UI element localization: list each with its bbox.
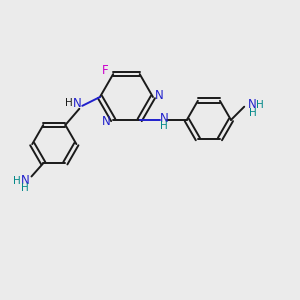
Text: N: N xyxy=(102,115,111,128)
Text: N: N xyxy=(73,97,81,110)
Text: H: H xyxy=(160,122,168,131)
Text: F: F xyxy=(102,64,108,77)
Text: H: H xyxy=(256,100,263,110)
Text: H: H xyxy=(65,98,73,109)
Text: N: N xyxy=(155,89,164,102)
Text: H: H xyxy=(21,183,29,193)
Text: H: H xyxy=(249,108,256,118)
Text: N: N xyxy=(160,112,168,125)
Text: N: N xyxy=(248,98,257,111)
Text: H: H xyxy=(14,176,21,186)
Text: N: N xyxy=(21,174,29,188)
